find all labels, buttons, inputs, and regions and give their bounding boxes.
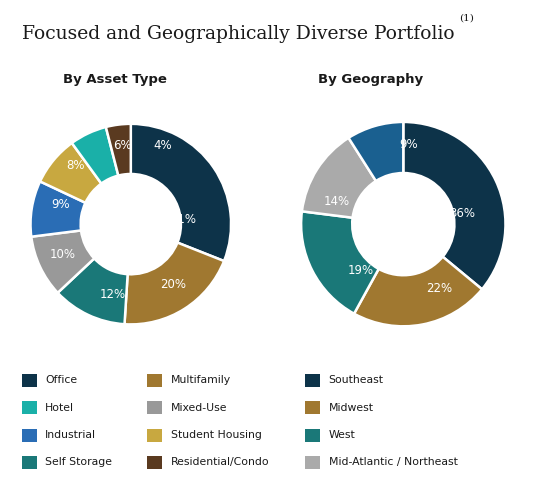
Text: 9%: 9% [51, 198, 70, 211]
Text: 8%: 8% [66, 160, 85, 173]
Text: Industrial: Industrial [45, 430, 96, 440]
Wedge shape [58, 258, 128, 324]
Text: Residential/Condo: Residential/Condo [171, 457, 269, 468]
Wedge shape [40, 143, 101, 203]
Text: Self Storage: Self Storage [45, 457, 112, 468]
Text: Southeast: Southeast [329, 375, 384, 386]
Text: 12%: 12% [100, 288, 126, 301]
Text: Office: Office [45, 375, 77, 386]
Bar [305, 428, 320, 442]
Text: Student Housing: Student Housing [171, 430, 262, 440]
Bar [147, 456, 162, 469]
Text: By Asset Type: By Asset Type [63, 73, 166, 86]
Text: 6%: 6% [113, 139, 132, 152]
Bar [147, 374, 162, 387]
Text: 10%: 10% [50, 248, 76, 261]
Bar [22, 428, 37, 442]
Text: 9%: 9% [399, 138, 417, 151]
Bar [305, 374, 320, 387]
Wedge shape [124, 242, 224, 324]
Wedge shape [349, 122, 403, 181]
Text: By Geography: By Geography [318, 73, 423, 86]
Bar [147, 428, 162, 442]
Text: 20%: 20% [160, 278, 186, 291]
Wedge shape [72, 127, 118, 184]
Bar [305, 402, 320, 415]
Text: West: West [329, 430, 355, 440]
Text: Hotel: Hotel [45, 403, 74, 413]
Wedge shape [31, 181, 86, 237]
Text: Multifamily: Multifamily [171, 375, 231, 386]
Text: 14%: 14% [324, 195, 350, 208]
Wedge shape [106, 124, 131, 175]
Text: Midwest: Midwest [329, 403, 374, 413]
Text: 4%: 4% [154, 139, 172, 152]
Text: 22%: 22% [426, 282, 452, 295]
Text: (1): (1) [459, 14, 474, 23]
Text: 31%: 31% [170, 213, 196, 226]
Bar [305, 456, 320, 469]
Wedge shape [31, 230, 94, 293]
Bar [22, 374, 37, 387]
Wedge shape [131, 124, 231, 261]
Wedge shape [302, 138, 376, 218]
Wedge shape [403, 122, 505, 289]
Wedge shape [354, 257, 482, 326]
Text: Mid-Atlantic / Northeast: Mid-Atlantic / Northeast [329, 457, 457, 468]
Text: Mixed-Use: Mixed-Use [171, 403, 227, 413]
Bar [147, 402, 162, 415]
Bar [22, 456, 37, 469]
Text: 19%: 19% [347, 264, 373, 277]
Bar [22, 402, 37, 415]
Text: 36%: 36% [450, 207, 476, 220]
Text: Focused and Geographically Diverse Portfolio: Focused and Geographically Diverse Portf… [22, 25, 455, 42]
Wedge shape [301, 211, 379, 314]
